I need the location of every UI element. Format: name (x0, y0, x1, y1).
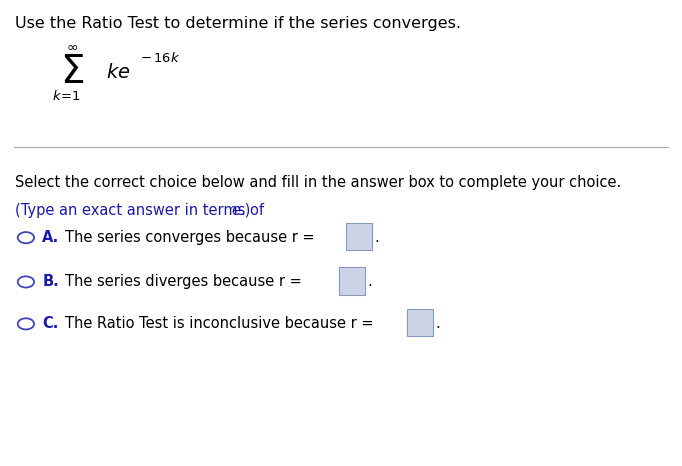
FancyBboxPatch shape (407, 309, 433, 336)
Text: The Ratio Test is inconclusive because r =: The Ratio Test is inconclusive because r… (65, 316, 373, 331)
FancyBboxPatch shape (346, 223, 372, 250)
Text: .): .) (240, 203, 250, 218)
Text: Use the Ratio Test to determine if the series converges.: Use the Ratio Test to determine if the s… (15, 16, 461, 31)
Text: $e$: $e$ (231, 203, 241, 218)
Text: $\infty$: $\infty$ (65, 40, 78, 54)
Text: Select the correct choice below and fill in the answer box to complete your choi: Select the correct choice below and fill… (15, 175, 621, 190)
FancyBboxPatch shape (339, 267, 365, 295)
Text: $-\,16k$: $-\,16k$ (140, 51, 180, 65)
Text: $\Sigma$: $\Sigma$ (59, 53, 84, 91)
Text: .: . (367, 274, 372, 289)
Text: A.: A. (42, 230, 59, 245)
Text: .: . (435, 316, 440, 331)
Text: .: . (374, 230, 379, 245)
Text: The series converges because r =: The series converges because r = (65, 230, 314, 245)
Text: $k\!=\!1$: $k\!=\!1$ (53, 89, 81, 103)
Text: C.: C. (42, 316, 59, 331)
Text: B.: B. (42, 274, 59, 289)
Text: (Type an exact answer in terms of: (Type an exact answer in terms of (15, 203, 269, 218)
Text: $ke$: $ke$ (106, 63, 130, 82)
Text: The series diverges because r =: The series diverges because r = (65, 274, 301, 289)
